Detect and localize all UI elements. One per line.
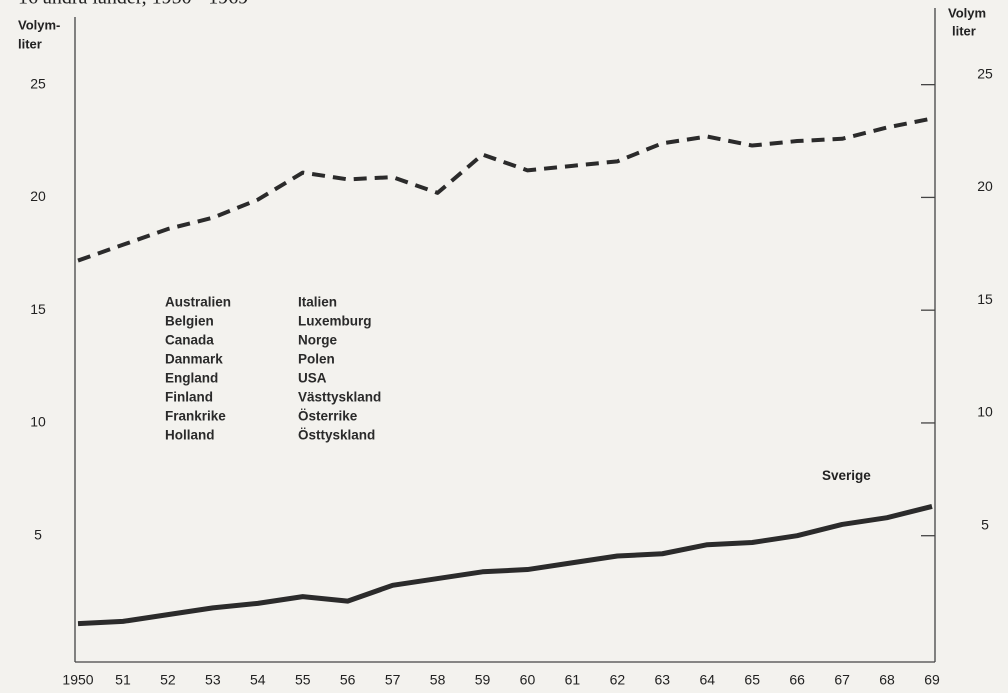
y-tick-label: 25: [30, 75, 46, 91]
y2-tick-label: 15: [977, 291, 993, 307]
annotation: Österrike: [298, 409, 358, 424]
x-tick-label: 64: [699, 672, 715, 688]
y2-tick-label: 10: [977, 404, 993, 420]
y2-tick-label: 25: [977, 65, 993, 81]
annotation: Canada: [165, 333, 214, 348]
x-tick-label: 62: [610, 672, 626, 688]
y2-axis-label: Volym: [948, 5, 986, 20]
annotation: Holland: [165, 428, 215, 443]
x-tick-label: 69: [924, 672, 940, 688]
y-tick-label: 5: [34, 526, 42, 542]
y-axis-label: Volym-: [18, 17, 60, 32]
x-tick-label: 56: [340, 672, 356, 688]
x-tick-label: 68: [879, 672, 895, 688]
y2-tick-label: 20: [977, 178, 993, 194]
x-tick-label: 60: [520, 672, 536, 688]
annotation: Polen: [298, 352, 335, 367]
y-tick-label: 15: [30, 301, 46, 317]
x-tick-label: 57: [385, 672, 401, 688]
x-tick-label: 61: [565, 672, 581, 688]
y-tick-label: 10: [30, 414, 46, 430]
series-line: [77, 503, 933, 627]
annotation: Östtyskland: [298, 428, 375, 443]
annotation: Norge: [298, 333, 337, 348]
x-tick-label: 1950: [62, 672, 93, 688]
x-tick-label: 65: [744, 672, 760, 688]
y-axis-label: liter: [18, 36, 42, 51]
annotation: USA: [298, 371, 327, 386]
annotation: Belgien: [165, 314, 214, 329]
x-tick-label: 58: [430, 672, 446, 688]
annotation: Luxemburg: [298, 314, 372, 329]
y2-tick-label: 5: [981, 516, 989, 532]
annotation: Frankrike: [165, 409, 226, 424]
y-tick-label: 20: [30, 188, 46, 204]
annotation: Italien: [298, 295, 337, 310]
x-tick-label: 67: [834, 672, 850, 688]
chart-title: 16 andra länder, 1950 - 1969: [18, 0, 248, 9]
x-tick-label: 59: [475, 672, 491, 688]
x-tick-label: 52: [160, 672, 176, 688]
x-tick-label: 54: [250, 672, 266, 688]
x-tick-label: 66: [789, 672, 805, 688]
x-tick-label: 55: [295, 672, 311, 688]
annotation: Danmark: [165, 352, 223, 367]
annotation: Finland: [165, 390, 213, 405]
x-tick-label: 53: [205, 672, 221, 688]
annotation: Västtyskland: [298, 390, 381, 405]
annotation: Australien: [165, 295, 231, 310]
annotation: England: [165, 371, 218, 386]
x-tick-label: 51: [115, 672, 131, 688]
x-tick-label: 63: [655, 672, 671, 688]
y2-axis-label: liter: [952, 23, 976, 38]
series-label: Sverige: [822, 468, 871, 483]
series-line: [77, 116, 933, 263]
